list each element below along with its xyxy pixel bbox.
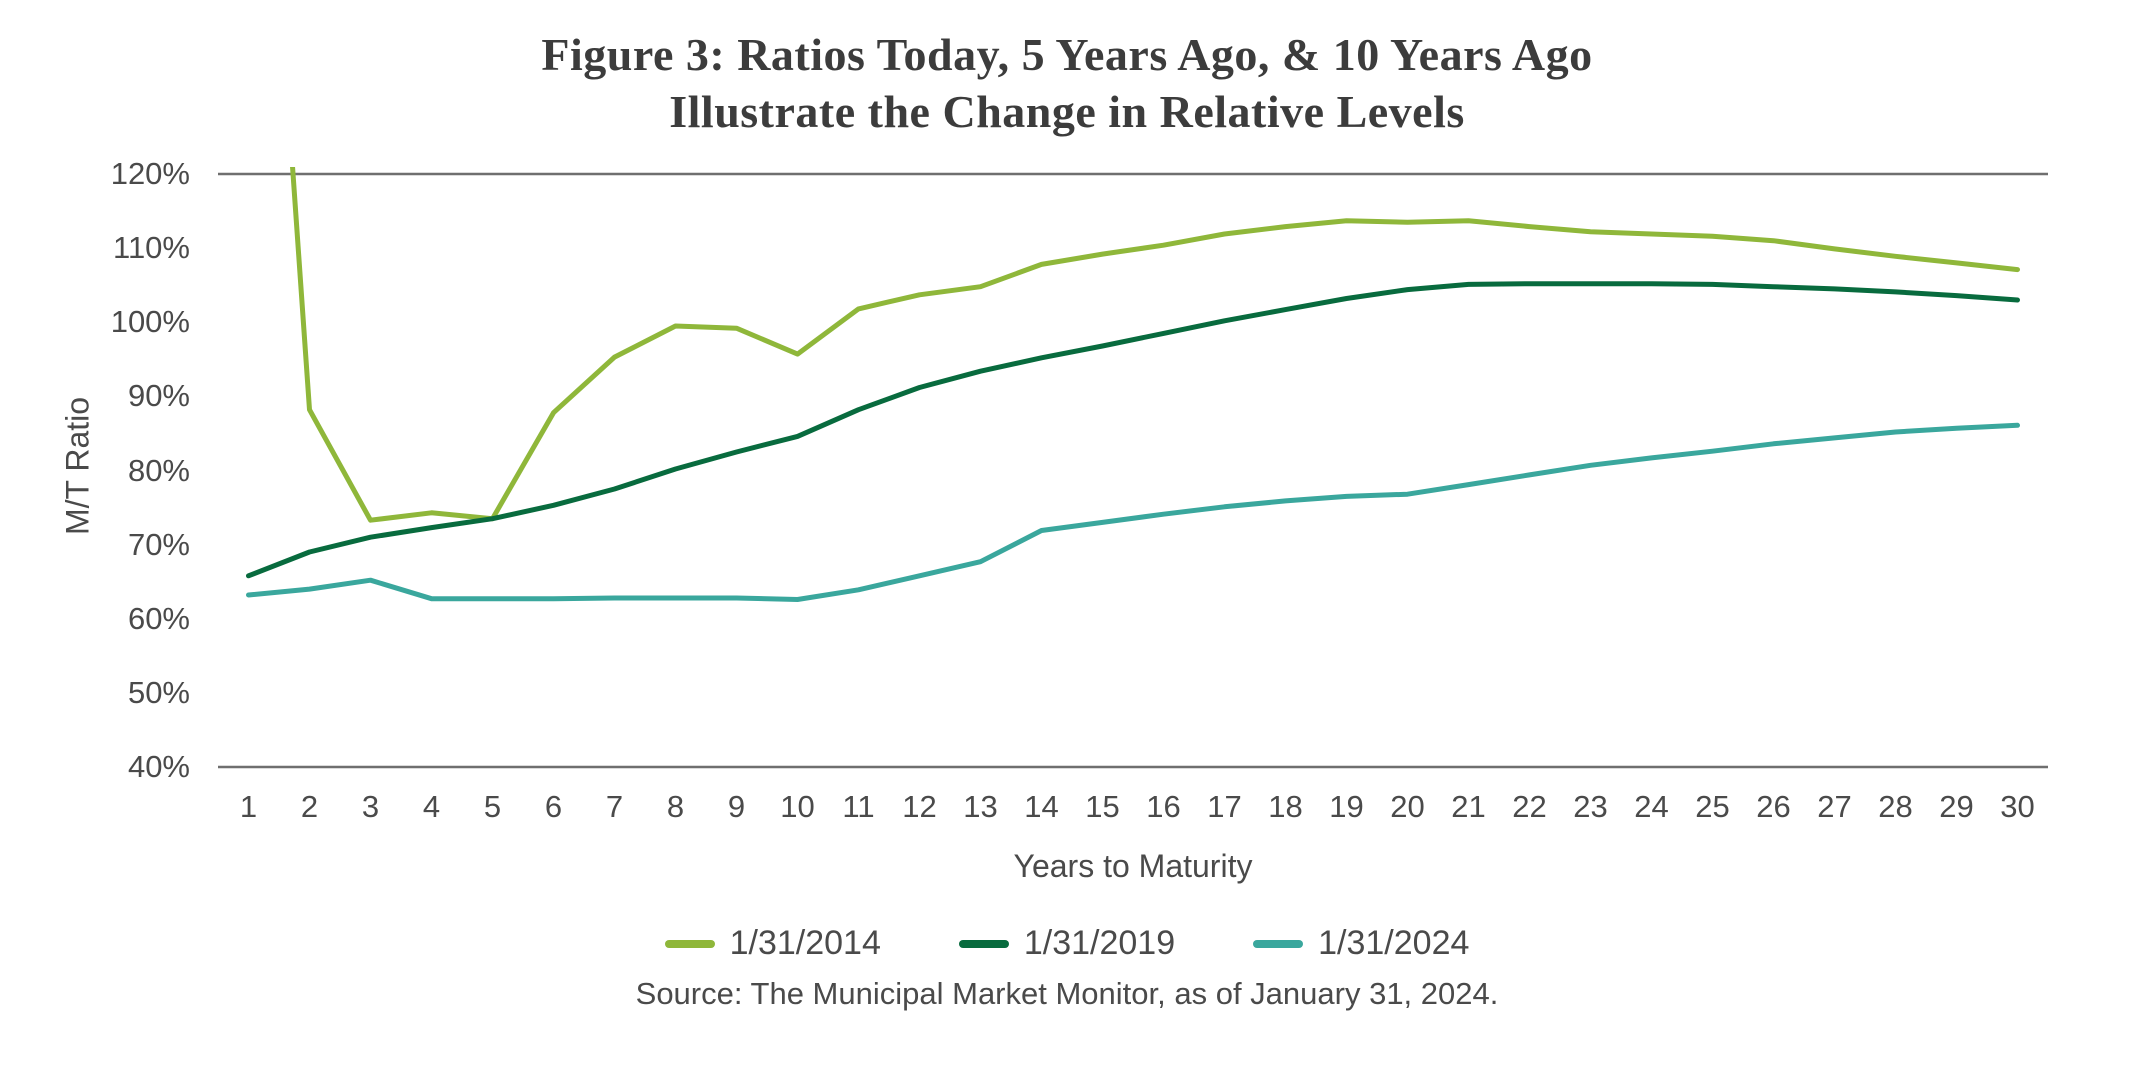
y-tick-label: 50% <box>127 674 190 710</box>
series-group <box>246 167 2020 602</box>
x-tick-label: 22 <box>1512 789 1547 824</box>
x-tick-label: 4 <box>422 789 441 824</box>
x-tick-label: 18 <box>1268 789 1303 824</box>
x-tick-label: 15 <box>1085 789 1120 824</box>
legend-swatch-2014-icon <box>664 939 715 948</box>
legend-swatch-2019-icon <box>958 939 1009 948</box>
series-line-1-31-2024 <box>246 422 2020 602</box>
x-tick-label: 8 <box>666 789 685 824</box>
x-tick-label: 17 <box>1207 789 1242 824</box>
x-tick-label: 12 <box>902 789 937 824</box>
x-tick-label: 20 <box>1390 789 1425 824</box>
legend-item-2014: 1/31/2014 <box>664 924 881 963</box>
x-axis-title: Years to Maturity <box>1013 848 1253 884</box>
x-tick-label: 30 <box>2000 789 2035 824</box>
x-tick-label: 28 <box>1878 789 1913 824</box>
y-tick-label: 90% <box>127 378 190 414</box>
legend-label-2014: 1/31/2014 <box>729 924 881 962</box>
legend-label-2024: 1/31/2024 <box>1318 924 1470 962</box>
legend-label-2019: 1/31/2019 <box>1023 924 1176 962</box>
x-tick-label: 16 <box>1146 789 1181 824</box>
x-tick-label: 24 <box>1634 789 1669 824</box>
x-tick-label: 25 <box>1695 789 1730 824</box>
y-tick-label: 80% <box>127 452 190 488</box>
x-tick-label: 27 <box>1817 789 1852 824</box>
x-tick-label: 5 <box>483 789 502 824</box>
x-tick-label: 11 <box>842 789 875 824</box>
legend-swatch-2024-icon <box>1253 939 1304 948</box>
chart-title: Figure 3: Ratios Today, 5 Years Ago, & 1… <box>0 26 2134 140</box>
series-line-1-31-2014 <box>290 167 2020 523</box>
legend-item-2024: 1/31/2024 <box>1253 924 1469 963</box>
chart-title-line1: Figure 3: Ratios Today, 5 Years Ago, & 1… <box>541 29 1593 80</box>
x-tick-label: 13 <box>963 789 998 824</box>
x-tick-label: 10 <box>780 789 815 824</box>
x-tick-label: 23 <box>1573 789 1608 824</box>
y-tick-label: 120% <box>110 156 190 191</box>
x-tick-label: 29 <box>1939 789 1974 824</box>
source-note: Source: The Municipal Market Monitor, as… <box>635 976 1499 1011</box>
y-tick-label: 40% <box>127 749 190 784</box>
chart-title-line2: Illustrate the Change in Relative Levels <box>669 86 1465 137</box>
y-tick-label: 110% <box>113 230 190 266</box>
x-tick-label: 2 <box>300 789 319 824</box>
chart-legend: 1/31/2014 1/31/2019 1/31/2024 <box>0 924 2134 963</box>
x-tick-label: 9 <box>727 789 746 824</box>
x-tick-label: 26 <box>1756 789 1791 824</box>
x-tick-label: 7 <box>605 789 624 824</box>
y-tick-label: 100% <box>110 304 190 340</box>
x-tick-label: 6 <box>544 789 563 824</box>
x-tick-label: 1 <box>239 789 258 824</box>
x-tick-label: 14 <box>1024 789 1059 824</box>
x-tick-label: 21 <box>1451 789 1486 824</box>
series-line-1-31-2019 <box>246 281 2020 579</box>
y-tick-label: 70% <box>127 526 190 562</box>
x-tick-label: 19 <box>1329 789 1364 824</box>
legend-item-2019: 1/31/2019 <box>958 924 1176 963</box>
x-tick-label: 3 <box>361 789 380 824</box>
y-tick-label: 60% <box>127 600 190 636</box>
